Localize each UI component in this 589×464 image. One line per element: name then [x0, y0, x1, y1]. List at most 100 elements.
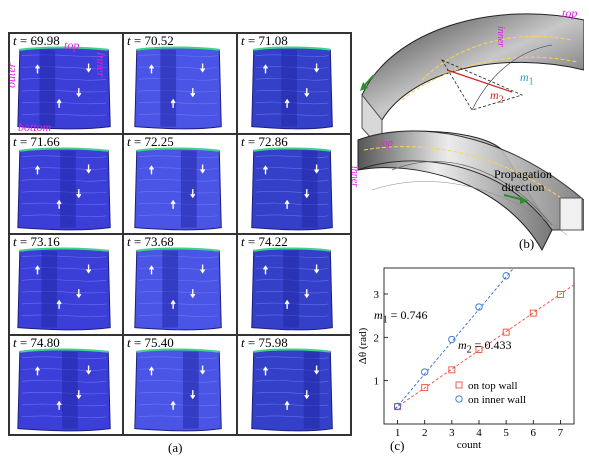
sheet-streak: [21, 78, 107, 81]
snapshot-frame: t = 73.68: [123, 234, 237, 335]
vortex-sheet-render: [134, 348, 222, 431]
vortex-sheet-render: [251, 147, 333, 230]
sheet-streak: [138, 279, 218, 282]
vortex-sheet-render: [17, 247, 111, 331]
x-axis-label: count: [457, 439, 481, 451]
sheet-streak: [21, 54, 107, 57]
legend-marker: [455, 395, 463, 403]
x-tick-label: 5: [503, 427, 509, 439]
snapshot-frame: t = 72.25: [123, 133, 237, 234]
top-edge-highlight: [136, 46, 220, 51]
sheet-streak: [138, 255, 218, 258]
wall-label-outer: outer: [4, 62, 18, 88]
vortex-sheet-render: [134, 147, 222, 230]
snapshot-frame: t = 71.66: [9, 133, 123, 234]
sheet-streak: [21, 290, 107, 294]
velocity-arrow: [262, 265, 269, 275]
sheet-streak: [255, 214, 329, 217]
sheet-streak: [138, 379, 218, 382]
pipe-m2-label: m2: [490, 88, 504, 106]
data-point-square: [475, 346, 483, 353]
sheet-streak: [255, 403, 329, 406]
snapshot-frame: t = 72.86: [237, 133, 351, 234]
vortex-sheet-render: [134, 46, 222, 130]
velocity-arrow: [190, 188, 196, 198]
sheet-surface: [134, 46, 222, 130]
propagation-label: Propagation direction: [494, 167, 552, 194]
velocity-arrow: [170, 299, 176, 309]
sheet-surface: [134, 348, 222, 431]
top-edge-highlight: [136, 247, 220, 252]
time-label: t = 72.25: [127, 133, 174, 149]
sheet-streak: [21, 113, 107, 116]
snapshot-frame: t = 74.22: [237, 234, 351, 335]
sheet-streak: [138, 302, 218, 306]
top-edge-highlight: [19, 147, 109, 152]
top-edge-highlight: [253, 147, 331, 152]
velocity-arrow: [148, 365, 155, 375]
upper-pipe-section: [361, 13, 585, 121]
x-tick-label: 7: [558, 427, 564, 439]
chart-marks: on top wall on inner wall: [393, 267, 575, 411]
dark-band: [62, 351, 78, 429]
sheet-streak: [21, 89, 107, 93]
velocity-arrow: [170, 199, 176, 209]
sheet-streak: [255, 391, 329, 394]
velocity-arrow: [56, 400, 62, 410]
snapshot-frame: t = 75.98: [237, 334, 351, 435]
velocity-arrow: [262, 164, 269, 174]
sheet-surface: [17, 247, 111, 331]
velocity-arrow: [148, 164, 155, 174]
velocity-arrow: [314, 63, 320, 73]
data-point-circle: [502, 272, 510, 280]
x-tick-label: 1: [395, 427, 401, 439]
velocity-arrow: [56, 98, 62, 108]
vortex-sheet-render: [251, 348, 333, 431]
sheet-streak: [21, 255, 107, 258]
top-edge-highlight: [136, 348, 220, 353]
velocity-arrow: [284, 299, 290, 309]
velocity-arrow: [190, 289, 196, 299]
top-edge-highlight: [253, 46, 331, 51]
sheet-streak: [255, 367, 329, 371]
vortex-sheet-render: [251, 46, 333, 130]
top-edge-highlight: [253, 247, 331, 252]
sheet-streak: [21, 302, 107, 306]
velocity-arrow: [284, 98, 290, 108]
time-label: t = 74.22: [241, 234, 288, 249]
sheet-streak: [138, 267, 218, 270]
velocity-arrow: [200, 264, 206, 274]
dark-band: [60, 150, 76, 228]
sheet-streak: [255, 202, 329, 205]
velocity-arrow: [56, 199, 62, 209]
data-point-square: [556, 290, 564, 298]
velocity-arrow: [200, 164, 206, 174]
dark-band: [283, 250, 299, 328]
velocity-arrow: [76, 188, 82, 198]
data-point-square: [502, 328, 510, 336]
velocity-arrow: [34, 365, 41, 375]
y-tick-label: 2: [374, 332, 380, 344]
time-label: t = 69.98: [13, 33, 60, 48]
caption-a: (a): [168, 440, 183, 455]
velocity-arrow: [86, 264, 92, 274]
sheet-streak: [138, 391, 218, 394]
top-edge-highlight: [253, 348, 331, 353]
sheet-streak: [138, 89, 218, 93]
velocity-arrow: [56, 299, 62, 309]
dark-band: [162, 250, 179, 328]
vortex-sheet-render: [134, 247, 222, 331]
data-point-circle: [475, 303, 483, 311]
velocity-arrow: [76, 88, 82, 98]
data-point-square: [448, 366, 456, 374]
sheet-streak: [138, 113, 218, 116]
caption-b: (b): [519, 236, 535, 251]
snapshot-frame: t = 74.80: [9, 334, 123, 435]
pipe-illustration: top inner top inner m1 m2 Propagation di…: [349, 0, 585, 255]
sheet-streak: [138, 314, 218, 317]
dark-band: [160, 49, 177, 127]
vortex-sheet-render: [17, 348, 111, 431]
velocity-arrow: [284, 400, 290, 410]
sheet-surface: [251, 348, 333, 431]
